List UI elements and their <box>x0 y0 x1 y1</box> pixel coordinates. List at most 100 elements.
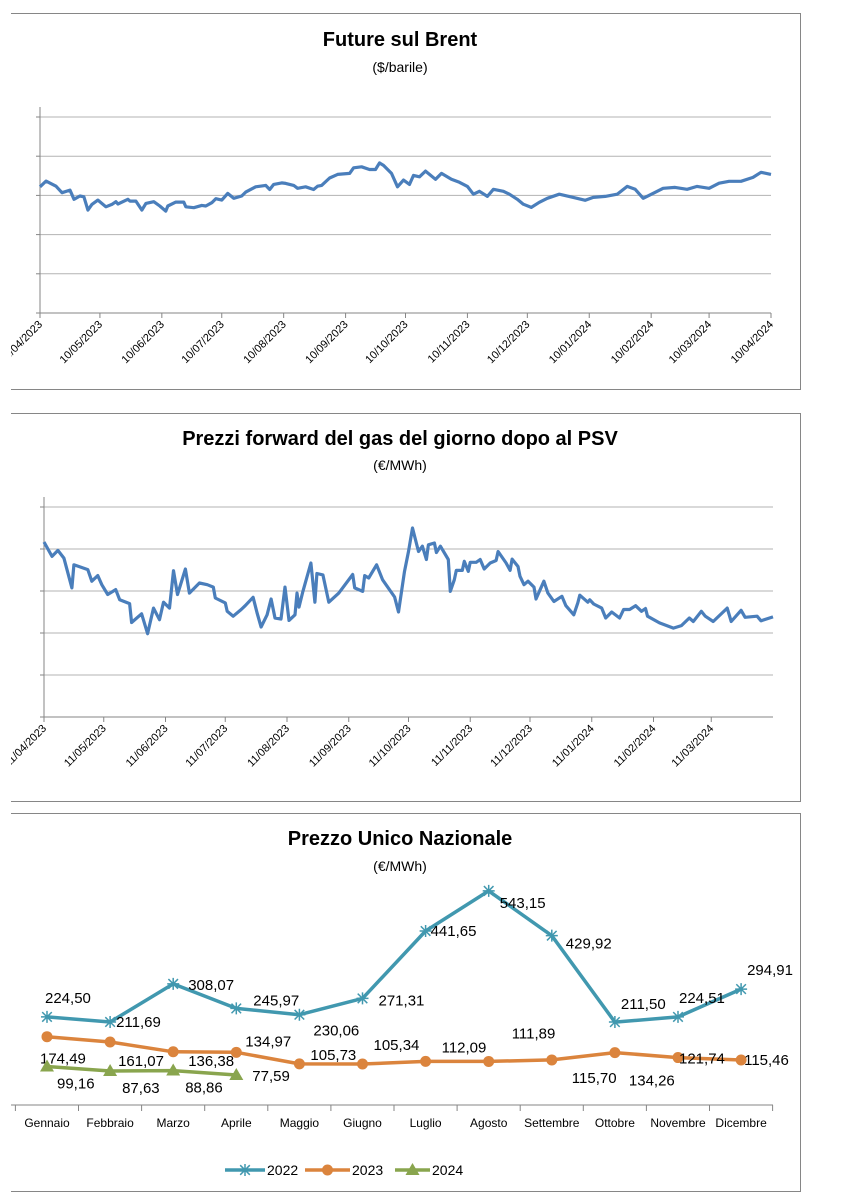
pun-chart-subtitle: (€/MWh) <box>373 858 427 874</box>
psv-chart-title: Prezzi forward del gas del giorno dopo a… <box>182 428 618 450</box>
pun-plot: Gennaio Febbraio Marzo Aprile Maggio Giugno Lu… <box>11 884 793 1178</box>
brent-x-tick-label: 10/07/2023 <box>179 319 226 366</box>
pun-x-tick-label: Novembre <box>650 1116 706 1130</box>
pun-data-label-2023: 105,73 <box>310 1047 356 1064</box>
pun-point-2023 <box>357 1058 368 1070</box>
brent-x-tick-label: 10/12/2023 <box>485 319 532 366</box>
pun-point-2022 <box>545 929 558 942</box>
pun-data-label-2023: 136,38 <box>188 1053 234 1070</box>
pun-chart-title: Prezzo Unico Nazionale <box>287 828 513 850</box>
brent-chart-subtitle: ($/barile) <box>372 59 428 75</box>
psv-chart-frame <box>11 413 801 802</box>
pun-data-label-2022: 429,92 <box>566 936 612 953</box>
brent-x-tick-label: 10/11/2023 <box>426 319 473 366</box>
pun-data-label-2023: 112,09 <box>442 1039 487 1056</box>
pun-series-2024: 99,16 87,63 88,86 77,59 <box>40 1059 290 1097</box>
pun-point-2023 <box>735 1054 747 1066</box>
pun-x-tick-label: Giugno <box>343 1116 382 1130</box>
psv-x-tick-label: 11/01/2024 <box>550 723 597 770</box>
pun-data-label-2024: 88,86 <box>185 1080 223 1097</box>
pun-data-label-2022: 294,91 <box>747 962 793 979</box>
brent-chart-title: Future sul Brent <box>322 29 478 51</box>
pun-x-tick-label: Ottobre <box>595 1116 635 1130</box>
pun-series-line-2024 <box>46 1064 237 1077</box>
brent-series-line <box>38 161 772 213</box>
psv-x-tick-label: 11/11/2023 <box>429 723 475 769</box>
pun-data-label-2023: 121,74 <box>679 1051 725 1068</box>
psv-x-tick-label: 11/04/2023 <box>2 723 49 770</box>
pun-data-label-2022: 224,50 <box>45 990 91 1007</box>
pun-data-label-2022: 230,06 <box>313 1023 359 1040</box>
brent-x-tick-label: 10/06/2023 <box>120 319 167 366</box>
pun-point-2022 <box>672 1010 684 1023</box>
pun-data-label-2022: 224,51 <box>679 990 725 1007</box>
pun-point-2024 <box>103 1064 118 1077</box>
pun-point-2022 <box>482 884 495 897</box>
pun-data-label-2022: 245,97 <box>253 992 299 1009</box>
pun-x-tick-label: Maggio <box>280 1116 320 1130</box>
pun-point-2023 <box>483 1055 495 1067</box>
pun-point-2023 <box>167 1046 179 1058</box>
pun-x-tick-label: Dicembre <box>715 1116 767 1130</box>
pun-point-2024 <box>40 1059 54 1072</box>
pun-point-2023 <box>230 1046 242 1058</box>
psv-plot: 11/04/2023 11/05/2023 11/06/2023 11/07/2023… <box>2 497 774 770</box>
pun-legend: 2022 2023 2024 <box>225 1162 463 1178</box>
brent-x-tick-label: 10/08/2023 <box>241 319 288 366</box>
pun-data-label-2023: 174,49 <box>40 1051 86 1068</box>
pun-x-tick-label: Gennaio <box>24 1116 70 1130</box>
pun-point-2022 <box>293 1008 306 1021</box>
pun-point-2023 <box>420 1055 432 1067</box>
psv-area: 11/04/2023 11/05/2023 11/06/2023 11/07/2023… <box>2 497 774 770</box>
pun-point-2023 <box>672 1052 684 1064</box>
psv-series-line <box>42 526 774 636</box>
pun-data-label-2022: 543,15 <box>500 895 546 912</box>
pun-point-2023 <box>609 1047 621 1059</box>
pun-point-2023 <box>293 1058 305 1070</box>
psv-x-tick-label: 11/12/2023 <box>488 723 535 770</box>
pun-data-label-2023: 105,34 <box>374 1037 420 1054</box>
pun-x-tick-label: Aprile <box>221 1116 252 1130</box>
legend-label-2024: 2024 <box>432 1162 463 1178</box>
psv-x-tick-label: 11/05/2023 <box>62 723 109 770</box>
brent-plot: 10/04/2023 10/05/2023 10/06/2023 10/07/2023… <box>11 107 776 366</box>
brent-x-tick-label: 10/01/2024 <box>547 319 594 366</box>
brent-area: 10/04/2023 10/05/2023 10/06/2023 10/07/2023… <box>11 107 776 366</box>
pun-series-line-2022 <box>46 889 742 1024</box>
pun-data-label-2023: 161,07 <box>118 1053 164 1070</box>
brent-x-tick-label: 10/09/2023 <box>303 319 350 366</box>
pun-data-label-2022: 211,50 <box>621 996 666 1013</box>
legend-label-2022: 2022 <box>267 1162 298 1178</box>
legend-label-2023: 2023 <box>352 1162 383 1178</box>
legend-marker-2023 <box>322 1164 333 1176</box>
pun-data-label-2022: 211,69 <box>116 1014 161 1031</box>
pun-point-2023 <box>41 1031 53 1043</box>
brent-chart-frame <box>11 13 801 390</box>
pun-data-label-2023: 115,70 <box>572 1070 617 1087</box>
pun-point-2022 <box>104 1015 117 1028</box>
psv-x-tick-label: 11/06/2023 <box>124 723 171 770</box>
pun-series-2022: 224,50 211,69 308,07 245,97 230,06 271,31 441,… <box>41 884 793 1040</box>
pun-data-label-2024: 77,59 <box>252 1068 290 1085</box>
psv-chart-subtitle: (€/MWh) <box>373 457 427 473</box>
psv-x-tick-label: 11/09/2023 <box>307 723 354 770</box>
legend-marker-2022 <box>239 1164 251 1176</box>
legend-item-2022: 2022 <box>225 1162 298 1178</box>
pun-x-tick-label: Agosto <box>470 1116 508 1130</box>
brent-x-tick-label: 10/03/2024 <box>667 319 714 366</box>
pun-data-label-2022: 271,31 <box>379 992 425 1009</box>
pun-data-label-2024: 87,63 <box>122 1080 160 1097</box>
brent-x-tick-label: 10/04/2024 <box>729 319 776 366</box>
pun-point-2022 <box>167 977 180 990</box>
pun-point-2022 <box>356 992 369 1005</box>
pun-data-label-2023: 134,97 <box>245 1033 291 1050</box>
pun-point-2022 <box>735 983 748 996</box>
brent-x-tick-label: 10/05/2023 <box>58 319 105 366</box>
pun-point-2023 <box>546 1054 558 1066</box>
pun-x-tick-label: Marzo <box>157 1116 191 1130</box>
pun-x-tick-label: Settembre <box>524 1116 580 1130</box>
pun-data-label-2023: 115,46 <box>744 1052 789 1069</box>
pun-x-tick-label: Febbraio <box>86 1116 134 1130</box>
pun-data-label-2024: 99,16 <box>57 1075 95 1092</box>
